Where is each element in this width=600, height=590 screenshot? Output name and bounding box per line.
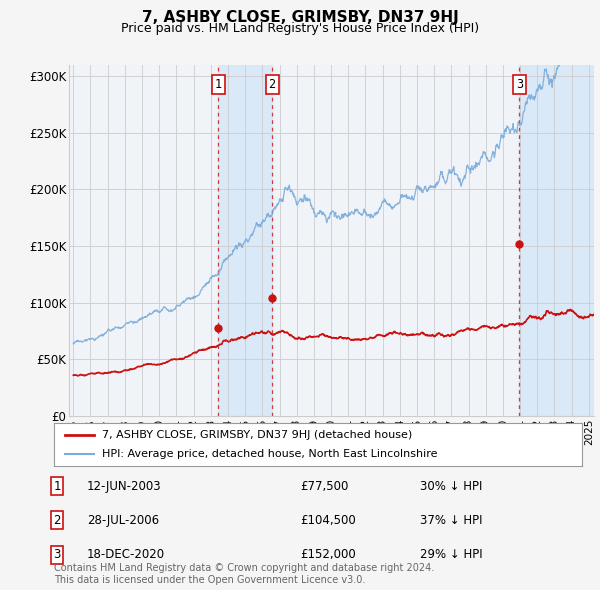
Text: Contains HM Land Registry data © Crown copyright and database right 2024.
This d: Contains HM Land Registry data © Crown c… [54, 563, 434, 585]
Text: 28-JUL-2006: 28-JUL-2006 [87, 514, 159, 527]
Text: 30% ↓ HPI: 30% ↓ HPI [420, 480, 482, 493]
Text: Price paid vs. HM Land Registry's House Price Index (HPI): Price paid vs. HM Land Registry's House … [121, 22, 479, 35]
Text: 7, ASHBY CLOSE, GRIMSBY, DN37 9HJ: 7, ASHBY CLOSE, GRIMSBY, DN37 9HJ [142, 10, 458, 25]
Text: 18-DEC-2020: 18-DEC-2020 [87, 548, 165, 561]
Text: 1: 1 [53, 480, 61, 493]
Text: £152,000: £152,000 [300, 548, 356, 561]
Text: 29% ↓ HPI: 29% ↓ HPI [420, 548, 482, 561]
Text: 3: 3 [53, 548, 61, 561]
Text: 2: 2 [53, 514, 61, 527]
Bar [218, 65, 272, 416]
Text: 1: 1 [215, 78, 222, 91]
Text: HPI: Average price, detached house, North East Lincolnshire: HPI: Average price, detached house, Nort… [101, 450, 437, 460]
Text: 3: 3 [516, 78, 523, 91]
Text: 37% ↓ HPI: 37% ↓ HPI [420, 514, 482, 527]
Text: £77,500: £77,500 [300, 480, 349, 493]
Text: £104,500: £104,500 [300, 514, 356, 527]
Text: 7, ASHBY CLOSE, GRIMSBY, DN37 9HJ (detached house): 7, ASHBY CLOSE, GRIMSBY, DN37 9HJ (detac… [101, 430, 412, 440]
Text: 12-JUN-2003: 12-JUN-2003 [87, 480, 161, 493]
Text: 2: 2 [269, 78, 275, 91]
Bar [520, 65, 594, 416]
